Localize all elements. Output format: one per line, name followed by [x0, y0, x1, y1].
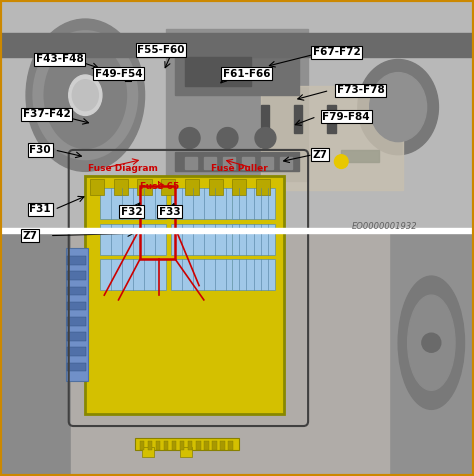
Text: F33: F33 [159, 207, 181, 217]
Bar [0, 231, 71, 476]
Bar [220, 441, 225, 450]
Bar [242, 157, 254, 169]
Ellipse shape [358, 60, 438, 155]
Ellipse shape [398, 276, 465, 409]
Bar [140, 441, 144, 450]
Bar [0, 228, 474, 233]
Ellipse shape [370, 72, 427, 142]
Bar [67, 256, 86, 265]
Ellipse shape [26, 19, 145, 171]
Bar [294, 105, 302, 133]
Bar [100, 224, 166, 255]
Bar [261, 105, 269, 133]
Bar [341, 150, 379, 162]
Circle shape [255, 128, 276, 149]
Bar [67, 271, 86, 280]
Bar [223, 157, 235, 169]
Bar [256, 178, 270, 195]
Bar [188, 441, 192, 450]
Bar [172, 441, 176, 450]
Circle shape [422, 333, 441, 352]
Bar [161, 178, 175, 195]
Bar [71, 231, 389, 476]
Text: F61-F66: F61-F66 [223, 69, 270, 79]
Text: Z7: Z7 [23, 230, 38, 241]
Bar [66, 248, 88, 381]
Ellipse shape [72, 79, 99, 111]
Bar [100, 259, 166, 290]
Bar [180, 441, 184, 450]
Text: F55-F60: F55-F60 [137, 45, 185, 55]
Text: EO0000001932: EO0000001932 [352, 222, 417, 231]
Bar [142, 447, 154, 457]
Bar [280, 157, 292, 169]
Bar [67, 317, 86, 326]
Bar [67, 363, 86, 371]
Bar [232, 178, 246, 195]
Bar [85, 176, 284, 414]
Circle shape [217, 128, 238, 149]
Bar [261, 86, 403, 190]
Bar [67, 287, 86, 295]
Bar [327, 105, 336, 133]
Circle shape [179, 128, 200, 149]
Text: Fuse Puller: Fuse Puller [211, 165, 268, 173]
Bar [100, 188, 166, 219]
Bar [209, 178, 223, 195]
Text: F31: F31 [29, 204, 51, 215]
Bar [175, 152, 299, 171]
Bar [166, 29, 308, 181]
Bar [171, 259, 237, 290]
Bar [90, 178, 104, 195]
Bar [389, 231, 474, 476]
Bar [67, 347, 86, 356]
Bar [67, 332, 86, 341]
Text: F49-F54: F49-F54 [95, 69, 142, 79]
Text: Z7: Z7 [313, 149, 328, 160]
Text: Fuse Diagram: Fuse Diagram [88, 165, 157, 173]
Bar [137, 178, 152, 195]
Bar [0, 231, 474, 476]
Bar [185, 178, 199, 195]
Bar [156, 441, 160, 450]
Text: F43-F48: F43-F48 [36, 54, 83, 65]
Bar [196, 441, 201, 450]
Bar [204, 157, 216, 169]
Bar [185, 57, 251, 86]
Bar [228, 441, 233, 450]
Text: F37-F42: F37-F42 [23, 109, 71, 119]
Bar [212, 441, 217, 450]
Bar [140, 186, 175, 259]
Bar [180, 447, 192, 457]
Bar [232, 188, 275, 219]
Bar [204, 441, 209, 450]
Bar [232, 259, 275, 290]
Bar [114, 178, 128, 195]
Bar [261, 157, 273, 169]
Bar [171, 188, 237, 219]
Text: F32: F32 [121, 207, 143, 217]
Ellipse shape [408, 295, 455, 390]
Bar [185, 157, 197, 169]
Bar [0, 33, 474, 57]
Circle shape [335, 155, 348, 169]
Bar [135, 438, 239, 450]
Bar [232, 224, 275, 255]
Bar [175, 48, 299, 95]
Text: F73-F78: F73-F78 [337, 85, 384, 96]
Text: Fuse 65: Fuse 65 [140, 182, 179, 191]
Bar [0, 0, 474, 231]
Bar [67, 302, 86, 310]
Text: F79-F84: F79-F84 [322, 111, 370, 122]
Bar [171, 224, 237, 255]
Ellipse shape [69, 75, 102, 116]
Bar [164, 441, 168, 450]
Bar [148, 441, 152, 450]
Text: F30: F30 [29, 145, 51, 155]
Text: F67-F72: F67-F72 [313, 47, 360, 58]
